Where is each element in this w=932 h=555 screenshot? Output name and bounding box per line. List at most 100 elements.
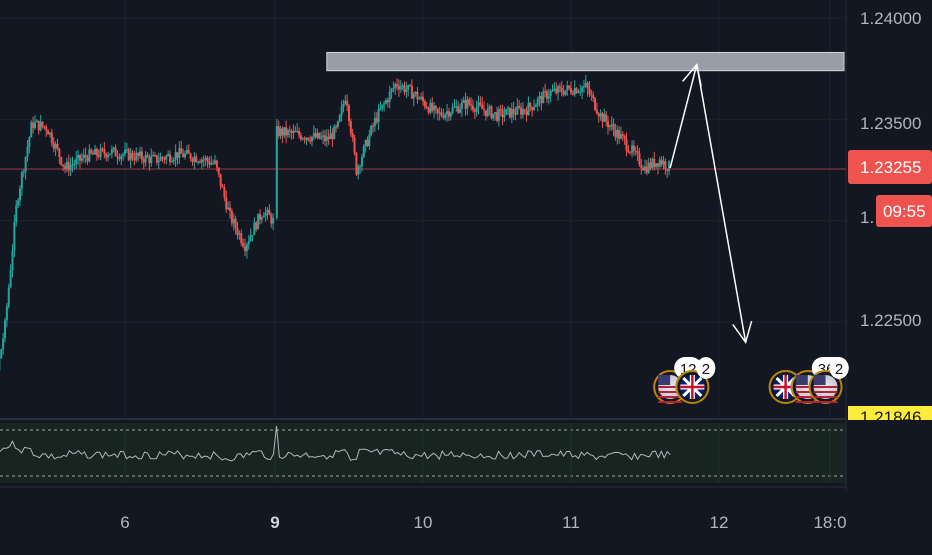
event-count: 2 (835, 361, 843, 378)
us-flag-canton (814, 375, 826, 385)
candle-body-136 (222, 186, 224, 187)
candle-body-90 (135, 153, 137, 160)
candle-body-361 (640, 165, 642, 168)
candle-body-94 (143, 160, 145, 163)
candle-body-234 (405, 90, 407, 92)
candle-body-111 (175, 152, 177, 160)
candle-body-100 (154, 155, 156, 156)
candle-body-28 (19, 188, 21, 200)
candle-body-68 (94, 149, 96, 155)
candle-body-256 (446, 111, 448, 114)
candle-body-349 (618, 130, 620, 139)
candle-body-177 (300, 135, 302, 139)
candle-body-301 (529, 103, 531, 107)
candle-body-310 (546, 91, 548, 98)
candle-body-197 (337, 121, 339, 127)
candle-body-260 (453, 107, 455, 108)
time-label-3: 11 (562, 513, 580, 532)
candle-body-50 (60, 157, 62, 165)
candle-body-52 (64, 166, 66, 169)
candle-body-75 (107, 155, 109, 157)
candle-body-295 (518, 106, 520, 108)
us-flag-canton (658, 375, 670, 385)
candle-body-47 (55, 144, 57, 149)
candle-body-354 (627, 150, 629, 152)
candle-body-334 (590, 94, 592, 95)
candle-body-99 (152, 155, 154, 156)
candle-body-304 (535, 105, 537, 107)
candle-body-315 (555, 89, 557, 93)
candle-body-336 (594, 98, 596, 110)
candle-body-278 (487, 108, 489, 116)
candle-body-168 (283, 127, 285, 135)
candle-body-321 (566, 86, 568, 91)
candle-body-203 (348, 106, 350, 121)
candle-body-282 (494, 112, 496, 114)
candle-body-332 (587, 83, 589, 89)
candle-body-189 (322, 135, 324, 137)
candle-body-31 (25, 157, 27, 172)
candle-body-358 (635, 151, 637, 152)
candle-body-59 (77, 155, 79, 158)
candle-body-140 (229, 208, 231, 211)
time-label-1: 9 (270, 513, 279, 532)
candle-body-269 (470, 104, 472, 105)
candle-body-326 (576, 88, 578, 93)
candle-body-143 (235, 219, 237, 229)
candle-body-23 (10, 270, 12, 287)
candle-body-340 (601, 113, 603, 121)
candle-body-328 (579, 91, 581, 92)
candle-body-107 (167, 154, 169, 156)
candle-body-77 (111, 149, 113, 154)
candle-body-370 (657, 163, 659, 166)
candle-body-19 (2, 339, 4, 350)
candle-body-291 (511, 109, 513, 117)
candle-body-34 (30, 122, 32, 137)
candle-body-74 (105, 154, 107, 158)
candle-body-190 (324, 135, 326, 141)
candle-body-247 (429, 103, 431, 113)
candle-body-300 (527, 103, 529, 115)
candle-body-104 (162, 157, 164, 158)
candle-body-41 (43, 126, 45, 127)
candle-body-172 (291, 131, 293, 133)
us-flag-stripe (814, 391, 838, 393)
candle-body-317 (559, 86, 561, 87)
candle-body-237 (411, 86, 413, 99)
candle-body-236 (409, 85, 411, 86)
candle-body-193 (330, 133, 332, 139)
candle-body-109 (171, 161, 173, 162)
candle-body-246 (428, 108, 430, 112)
candle-body-85 (126, 149, 128, 150)
candle-body-170 (287, 130, 289, 135)
candle-body-102 (158, 161, 160, 163)
candle-body-238 (413, 94, 415, 98)
candle-body-219 (378, 109, 380, 122)
candle-body-232 (402, 85, 404, 86)
candle-body-103 (160, 157, 162, 161)
candle-body-198 (339, 115, 341, 121)
price-axis: 1.24000 1.23500 1. 1.22500 1.23255 09:55… (848, 9, 932, 427)
candle-body-165 (278, 126, 280, 136)
candle-body-287 (503, 115, 505, 118)
candle-body-373 (663, 161, 665, 164)
candle-body-148 (244, 246, 246, 251)
candle-body-265 (463, 100, 465, 102)
candle-body-37 (36, 121, 38, 123)
candle-body-365 (648, 163, 650, 173)
candle-body-264 (461, 103, 463, 110)
candle-body-138 (225, 197, 227, 209)
price-tick-2: 1.23500 (860, 114, 921, 133)
candle-body-108 (169, 154, 171, 162)
time-label-4: 12 (710, 513, 729, 532)
candle-body-126 (203, 160, 205, 161)
candle-body-308 (542, 91, 544, 103)
candle-body-367 (651, 159, 653, 168)
candle-body-128 (207, 158, 209, 161)
candle-body-60 (79, 155, 81, 161)
candle-body-113 (178, 148, 180, 158)
candle-body-43 (47, 131, 49, 135)
candle-body-80 (117, 156, 119, 158)
candle-body-187 (318, 133, 320, 139)
